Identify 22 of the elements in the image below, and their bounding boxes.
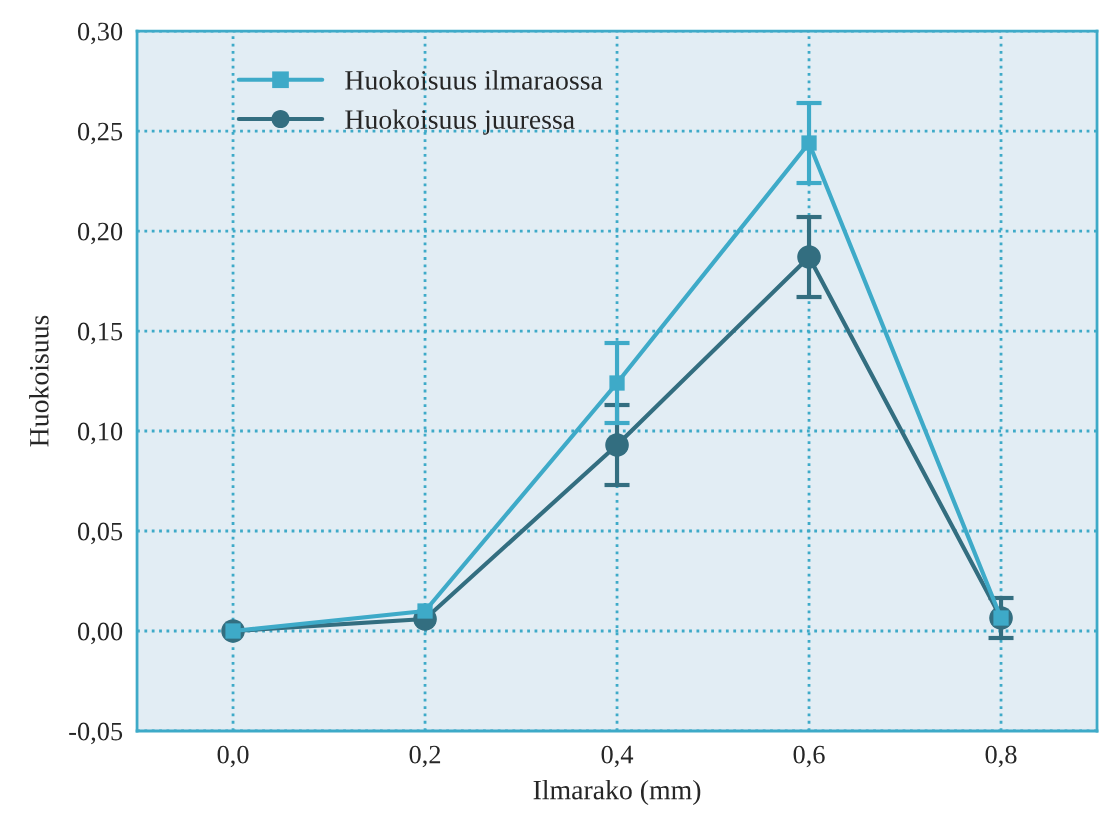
y-tick-label: 0,00 xyxy=(77,622,123,645)
point xyxy=(609,375,625,391)
x-tick-label: 0,8 xyxy=(985,745,1017,768)
y-tick-label: 0,10 xyxy=(77,422,123,445)
point xyxy=(417,603,433,619)
y-tick-label: 0,25 xyxy=(77,122,123,145)
x-tick-label: 0,6 xyxy=(793,745,825,768)
point xyxy=(605,433,629,457)
x-tick-label: 0,2 xyxy=(409,745,441,768)
y-tick-label: 0,15 xyxy=(77,322,123,345)
legend-label: Huokoisuus ilmaraossa xyxy=(345,70,603,90)
legend-label: Huokoisuus juuressa xyxy=(345,109,575,135)
y-tick-label: 0,05 xyxy=(77,522,123,545)
x-axis-title: Ilmarako (mm) xyxy=(533,779,701,806)
point xyxy=(797,245,821,269)
y-axis-title: Huokoisuus xyxy=(29,315,49,447)
y-tick-label: -0,05 xyxy=(69,722,123,745)
y-tick-label: 0,30 xyxy=(77,22,123,45)
x-tick-label: 0,0 xyxy=(217,745,249,768)
y-tick-label: 0,20 xyxy=(77,222,123,245)
point xyxy=(801,135,817,151)
x-tick-label: 0,4 xyxy=(601,745,634,768)
